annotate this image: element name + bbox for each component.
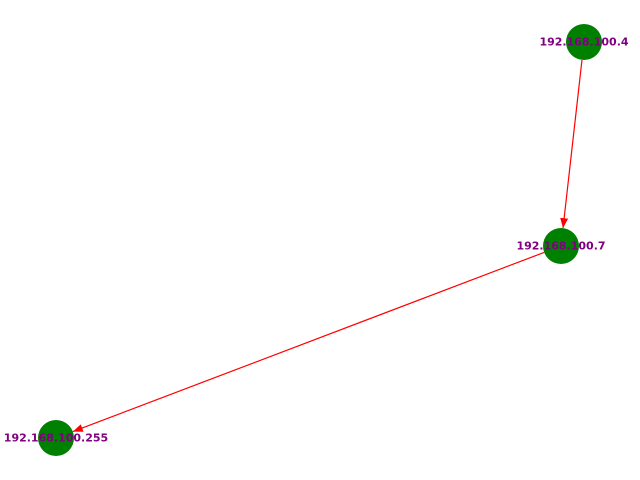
node-label: 192.168.100.255 <box>4 432 108 445</box>
graph-node-192-168-100-255: 192.168.100.255 <box>4 420 108 456</box>
node-circle <box>566 24 602 60</box>
graph-node-192-168-100-4: 192.168.100.4 <box>539 24 629 60</box>
edge-192-168-100-7-to-192-168-100-255 <box>72 251 545 433</box>
edge-192-168-100-4-to-192-168-100-7 <box>560 59 583 229</box>
graph-node-192-168-100-7: 192.168.100.7 <box>516 228 606 264</box>
node-circle <box>543 228 579 264</box>
node-label: 192.168.100.4 <box>539 36 628 49</box>
node-circle <box>38 420 74 456</box>
node-label: 192.168.100.7 <box>516 240 605 253</box>
